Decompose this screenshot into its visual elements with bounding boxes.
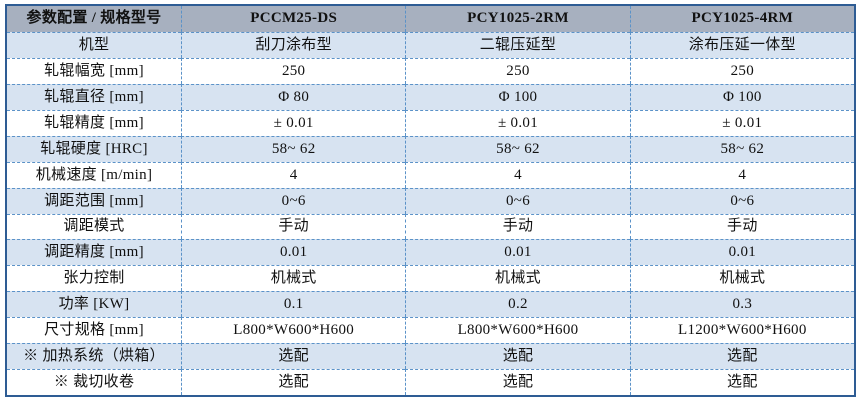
value-cell: 0.3: [629, 291, 854, 318]
row-label: 轧辊精度 [mm]: [7, 109, 181, 136]
value-cell: 0.01: [181, 239, 406, 266]
value-cell: ± 0.01: [629, 109, 854, 136]
value-cell: L800*W600*H600: [405, 317, 630, 344]
value-cell: L800*W600*H600: [181, 317, 406, 344]
spec-row-gap-precision: 调距精度 [mm] 0.01 0.01 0.01: [7, 239, 854, 266]
header-param-config: 参数配置 / 规格型号: [26, 10, 162, 27]
value-cell: Φ 80: [181, 83, 406, 110]
value-cell: 机械式: [181, 265, 406, 292]
value-cell: ± 0.01: [405, 109, 630, 136]
spec-row-power: 功率 [KW] 0.1 0.2 0.3: [7, 291, 854, 318]
value-cell: 0.1: [181, 291, 406, 318]
row-label: 轧辊直径 [mm]: [7, 83, 181, 110]
row-label: ※ 加热系统（烘箱）: [7, 343, 181, 369]
value-cell: ± 0.01: [181, 109, 406, 136]
value-cell: 0~6: [181, 187, 406, 214]
header-model-pcy1025-2rm: PCY1025-2RM: [405, 6, 629, 32]
spec-row-machine-speed: 机械速度 [m/min] 4 4 4: [7, 161, 854, 188]
value-cell: 0.01: [405, 239, 630, 266]
spec-row-dimensions: 尺寸规格 [mm] L800*W600*H600 L800*W600*H600 …: [7, 317, 854, 344]
header-model-pccm25-ds: PCCM25-DS: [181, 6, 405, 32]
value-cell: 刮刀涂布型: [181, 31, 406, 58]
value-cell: 0~6: [405, 187, 630, 214]
spec-row-gap-mode: 调距模式 手动 手动 手动: [7, 213, 854, 240]
value-cell: 手动: [405, 213, 630, 240]
spec-row-gap-range: 调距范围 [mm] 0~6 0~6 0~6: [7, 187, 854, 214]
spec-row-roller-diameter: 轧辊直径 [mm] Φ 80 Φ 100 Φ 100: [7, 83, 854, 110]
value-cell: 手动: [181, 213, 406, 240]
value-cell: 选配: [405, 369, 630, 396]
value-cell: 250: [405, 57, 630, 84]
value-cell: 250: [181, 57, 406, 84]
value-cell: 0.2: [405, 291, 630, 318]
value-cell: 机械式: [629, 265, 854, 292]
spec-row-tension-control: 张力控制 机械式 机械式 机械式: [7, 265, 854, 292]
row-label: 机型: [7, 31, 181, 58]
row-label: 轧辊硬度 [HRC]: [7, 135, 181, 162]
value-cell: 58~ 62: [405, 135, 630, 162]
value-cell: Φ 100: [629, 83, 854, 110]
spec-row-roller-hardness: 轧辊硬度 [HRC] 58~ 62 58~ 62 58~ 62: [7, 135, 854, 162]
row-label: 张力控制: [7, 265, 181, 291]
value-cell: 选配: [181, 343, 406, 370]
value-cell: Φ 100: [405, 83, 630, 110]
value-cell: 4: [181, 161, 406, 188]
value-cell: 250: [629, 57, 854, 84]
row-label: 调距模式: [7, 213, 181, 240]
value-cell: 机械式: [405, 265, 630, 292]
row-label: 调距范围 [mm]: [7, 187, 181, 214]
row-label: 轧辊幅宽 [mm]: [7, 57, 181, 84]
header-row: 参数配置 / 规格型号 PCCM25-DS PCY1025-2RM PCY102…: [7, 6, 854, 32]
value-cell: 4: [405, 161, 630, 188]
value-cell: 涂布压延一体型: [629, 31, 854, 58]
row-label: 尺寸规格 [mm]: [7, 317, 181, 343]
value-cell: 0.01: [629, 239, 854, 266]
spec-row-cutting-rewinding: ※ 裁切收卷 选配 选配 选配: [7, 369, 854, 396]
spec-row-heating-system: ※ 加热系统（烘箱） 选配 选配 选配: [7, 343, 854, 370]
value-cell: 4: [629, 161, 854, 188]
header-model-pcy1025-4rm: PCY1025-4RM: [629, 6, 854, 32]
value-cell: 选配: [629, 369, 854, 396]
value-cell: 选配: [405, 343, 630, 370]
value-cell: 58~ 62: [629, 135, 854, 162]
row-label: 调距精度 [mm]: [7, 239, 181, 265]
value-cell: L1200*W600*H600: [629, 317, 854, 344]
value-cell: 选配: [629, 343, 854, 370]
spec-row-machine-type: 机型 刮刀涂布型 二辊压延型 涂布压延一体型: [7, 31, 854, 58]
row-label: ※ 裁切收卷: [7, 369, 181, 395]
value-cell: 58~ 62: [181, 135, 406, 162]
spec-row-roller-precision: 轧辊精度 [mm] ± 0.01 ± 0.01 ± 0.01: [7, 109, 854, 136]
value-cell: 选配: [181, 369, 406, 396]
row-label: 机械速度 [m/min]: [7, 161, 181, 188]
value-cell: 手动: [629, 213, 854, 240]
spec-row-roller-width: 轧辊幅宽 [mm] 250 250 250: [7, 57, 854, 84]
row-label: 功率 [KW]: [7, 291, 181, 317]
value-cell: 二辊压延型: [405, 31, 630, 58]
spec-table: 参数配置 / 规格型号 PCCM25-DS PCY1025-2RM PCY102…: [5, 4, 856, 397]
value-cell: 0~6: [629, 187, 854, 214]
